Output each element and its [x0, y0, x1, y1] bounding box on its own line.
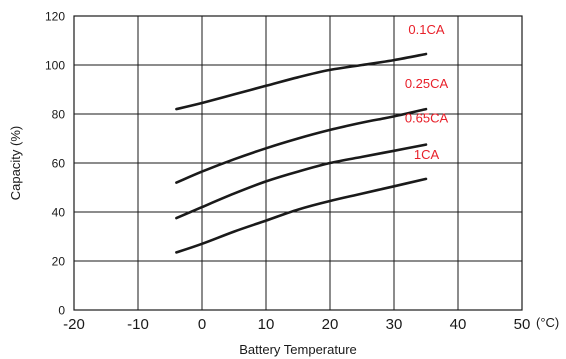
y-axis-ticks: 0 20 40 60 80 100 120	[45, 10, 65, 318]
y-tick-label: 40	[52, 206, 66, 220]
plot-frame	[73, 15, 523, 311]
x-tick-label: 30	[386, 316, 403, 333]
x-tick-label: 20	[322, 316, 339, 333]
y-tick-label: 20	[52, 255, 66, 269]
grid-lines	[74, 16, 522, 310]
series-label: 0.25CA	[405, 76, 449, 91]
y-tick-label: 60	[52, 157, 66, 171]
x-tick-label: 0	[198, 316, 206, 333]
series-line	[175, 143, 428, 220]
y-tick-label: 100	[45, 59, 65, 73]
series-label: 0.1CA	[408, 22, 444, 37]
x-tick-label: 10	[258, 316, 275, 333]
series-line	[175, 52, 428, 111]
x-axis-ticks: -20 -10 0 10 20 30 40 50	[63, 316, 530, 333]
y-tick-label: 0	[58, 304, 65, 318]
y-axis-title: Capacity (%)	[8, 126, 23, 200]
x-axis-unit: (°C)	[536, 315, 559, 330]
series-label: 1CA	[414, 147, 440, 162]
y-tick-label: 80	[52, 108, 66, 122]
x-tick-label: -10	[127, 316, 149, 333]
series-line	[175, 107, 428, 184]
x-tick-label: -20	[63, 316, 85, 333]
x-axis-title: Battery Temperature	[239, 342, 357, 357]
series-label: 0.65CA	[405, 111, 449, 126]
y-tick-label: 120	[45, 10, 65, 24]
x-tick-label: 40	[450, 316, 467, 333]
series-labels: 0.1CA 0.25CA 0.65CA 1CA	[405, 22, 449, 162]
series-lines	[175, 52, 428, 254]
series-line	[175, 177, 428, 254]
x-tick-label: 50	[514, 316, 531, 333]
